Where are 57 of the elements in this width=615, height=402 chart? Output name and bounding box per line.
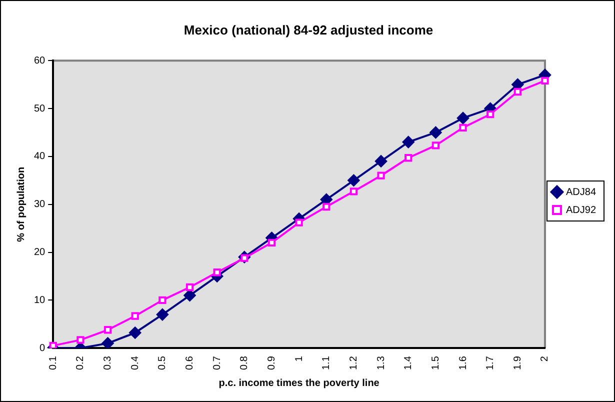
- point: [404, 154, 412, 162]
- point: [129, 326, 142, 339]
- y-tick-label: 30: [34, 199, 46, 210]
- point: [375, 155, 388, 168]
- point: [430, 126, 442, 138]
- point: [350, 188, 358, 196]
- x-tick-label: 0.2: [75, 356, 86, 370]
- y-tick-label: 60: [34, 55, 46, 66]
- y-tick-label: 50: [34, 103, 46, 114]
- x-tick-label: 1.7: [485, 356, 496, 370]
- x-axis-title: p.c. income times the poverty line: [218, 378, 380, 389]
- point: [377, 172, 385, 180]
- x-tick-label: 1.2: [348, 356, 360, 370]
- x-tick-label: 0.1: [48, 356, 59, 370]
- x-tick-label: 1.4: [403, 356, 414, 370]
- x-tick-label: 1.6: [458, 356, 469, 370]
- point: [268, 238, 276, 247]
- x-tick-label: 1.5: [430, 356, 442, 370]
- legend-label: ADJ84: [566, 186, 596, 198]
- point: [131, 312, 139, 320]
- chart-title: Mexico (national) 84-92 adjusted income: [184, 22, 434, 38]
- point: [186, 283, 194, 292]
- point: [158, 296, 166, 304]
- y-tick-label: 10: [34, 294, 46, 306]
- x-tick-label: 2: [540, 356, 551, 362]
- x-tick-label: 0.3: [102, 356, 114, 370]
- x-tick-label: 1.1: [321, 356, 332, 370]
- point: [49, 342, 57, 348]
- x-tick-label: 1: [294, 356, 305, 362]
- point: [457, 112, 470, 124]
- y-tick-label: 20: [34, 247, 46, 258]
- x-tick-label: 1.3: [376, 356, 387, 370]
- x-tick-label: 0.7: [212, 356, 223, 370]
- y-tick-label: 40: [34, 151, 46, 162]
- point: [104, 326, 112, 334]
- point: [402, 136, 414, 148]
- point: [76, 336, 84, 344]
- point: [102, 337, 114, 348]
- point: [432, 142, 440, 150]
- point: [486, 110, 494, 118]
- x-tick-label: 0.6: [184, 356, 196, 370]
- point: [213, 268, 221, 276]
- point: [541, 76, 549, 85]
- point: [514, 88, 522, 96]
- point: [348, 174, 360, 186]
- point: [459, 124, 467, 132]
- point: [156, 308, 168, 321]
- x-tick-label: 1.9: [512, 356, 524, 370]
- x-tick-label: 0.4: [130, 356, 141, 370]
- point: [295, 218, 303, 226]
- point: [322, 202, 330, 211]
- x-tick-label: 0.9: [266, 356, 278, 370]
- legend-label: ADJ92: [566, 204, 596, 216]
- x-tick-label: 0.5: [157, 356, 168, 370]
- y-axis-title: % of population: [16, 166, 27, 242]
- y-tick-label: 0: [40, 342, 46, 354]
- x-tick-label: 0.8: [239, 356, 250, 370]
